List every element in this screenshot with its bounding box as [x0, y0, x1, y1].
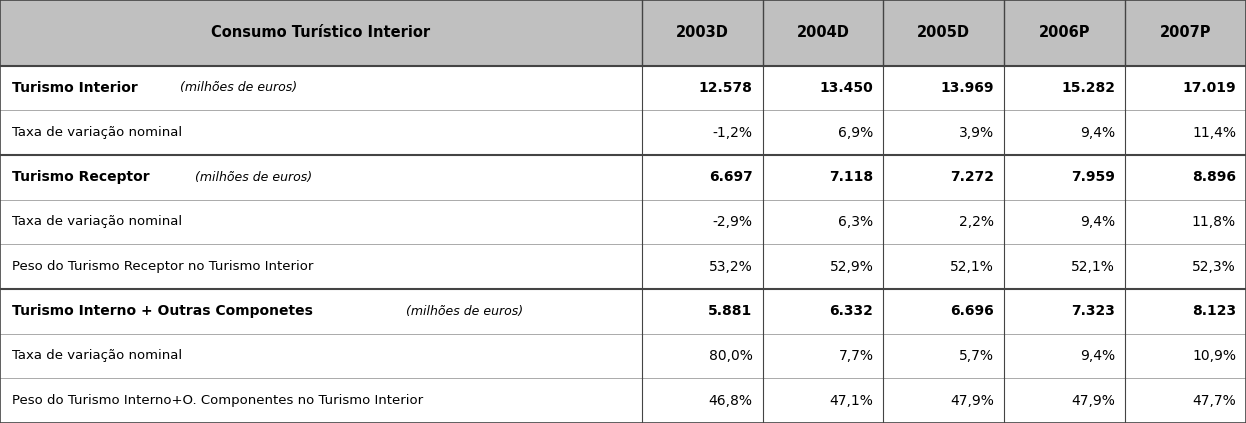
Text: 52,1%: 52,1%: [951, 260, 994, 274]
Text: 2004D: 2004D: [796, 25, 850, 40]
Text: 9,4%: 9,4%: [1080, 349, 1115, 363]
Text: (milhões de euros): (milhões de euros): [196, 171, 313, 184]
Text: 6.696: 6.696: [951, 304, 994, 318]
Text: Taxa de variação nominal: Taxa de variação nominal: [12, 349, 183, 363]
Text: 47,1%: 47,1%: [830, 394, 873, 408]
Text: 47,9%: 47,9%: [951, 394, 994, 408]
Bar: [0, 378, 1246, 423]
Text: 7.118: 7.118: [830, 170, 873, 184]
Text: 47,9%: 47,9%: [1072, 394, 1115, 408]
Text: 13.969: 13.969: [941, 81, 994, 95]
Text: Peso do Turismo Receptor no Turismo Interior: Peso do Turismo Receptor no Turismo Inte…: [12, 260, 314, 273]
Text: 2003D: 2003D: [675, 25, 729, 40]
Text: Peso do Turismo Interno+O. Componentes no Turismo Interior: Peso do Turismo Interno+O. Componentes n…: [12, 394, 424, 407]
Text: Consumo Turístico Interior: Consumo Turístico Interior: [212, 25, 430, 40]
Text: 7.959: 7.959: [1072, 170, 1115, 184]
Text: 13.450: 13.450: [820, 81, 873, 95]
Text: 7.272: 7.272: [951, 170, 994, 184]
Text: 11,4%: 11,4%: [1192, 126, 1236, 140]
Text: 15.282: 15.282: [1062, 81, 1115, 95]
Text: 2006P: 2006P: [1039, 25, 1090, 40]
Text: Turismo Interno + Outras Componetes: Turismo Interno + Outras Componetes: [12, 304, 313, 318]
Text: (milhões de euros): (milhões de euros): [179, 81, 297, 94]
Text: 46,8%: 46,8%: [709, 394, 753, 408]
Text: 5.881: 5.881: [708, 304, 753, 318]
Text: 7,7%: 7,7%: [839, 349, 873, 363]
Bar: [0, 110, 1246, 155]
Bar: [0, 0, 1246, 66]
Text: Turismo Interior: Turismo Interior: [12, 81, 138, 95]
Bar: [0, 289, 1246, 334]
Text: 53,2%: 53,2%: [709, 260, 753, 274]
Text: 2007P: 2007P: [1160, 25, 1211, 40]
Text: 6.332: 6.332: [830, 304, 873, 318]
Text: 11,8%: 11,8%: [1192, 215, 1236, 229]
Text: 8.123: 8.123: [1192, 304, 1236, 318]
Bar: [0, 244, 1246, 289]
Text: 7.323: 7.323: [1072, 304, 1115, 318]
Text: 9,4%: 9,4%: [1080, 126, 1115, 140]
Text: 6.697: 6.697: [709, 170, 753, 184]
Text: 2,2%: 2,2%: [959, 215, 994, 229]
Text: -1,2%: -1,2%: [713, 126, 753, 140]
Bar: [0, 334, 1246, 378]
Text: Taxa de variação nominal: Taxa de variação nominal: [12, 215, 183, 228]
Text: -2,9%: -2,9%: [713, 215, 753, 229]
Bar: [0, 155, 1246, 200]
Text: 47,7%: 47,7%: [1192, 394, 1236, 408]
Text: 10,9%: 10,9%: [1192, 349, 1236, 363]
Text: Turismo Receptor: Turismo Receptor: [12, 170, 150, 184]
Text: 12.578: 12.578: [699, 81, 753, 95]
Text: 52,9%: 52,9%: [830, 260, 873, 274]
Text: 52,1%: 52,1%: [1072, 260, 1115, 274]
Bar: [0, 200, 1246, 244]
Text: 6,3%: 6,3%: [839, 215, 873, 229]
Text: 8.896: 8.896: [1192, 170, 1236, 184]
Text: (milhões de euros): (milhões de euros): [406, 305, 523, 318]
Text: 52,3%: 52,3%: [1192, 260, 1236, 274]
Text: 6,9%: 6,9%: [839, 126, 873, 140]
Text: 80,0%: 80,0%: [709, 349, 753, 363]
Text: 5,7%: 5,7%: [959, 349, 994, 363]
Text: 3,9%: 3,9%: [959, 126, 994, 140]
Text: 9,4%: 9,4%: [1080, 215, 1115, 229]
Bar: [0, 66, 1246, 110]
Text: Taxa de variação nominal: Taxa de variação nominal: [12, 126, 183, 139]
Text: 2005D: 2005D: [917, 25, 971, 40]
Text: 17.019: 17.019: [1182, 81, 1236, 95]
